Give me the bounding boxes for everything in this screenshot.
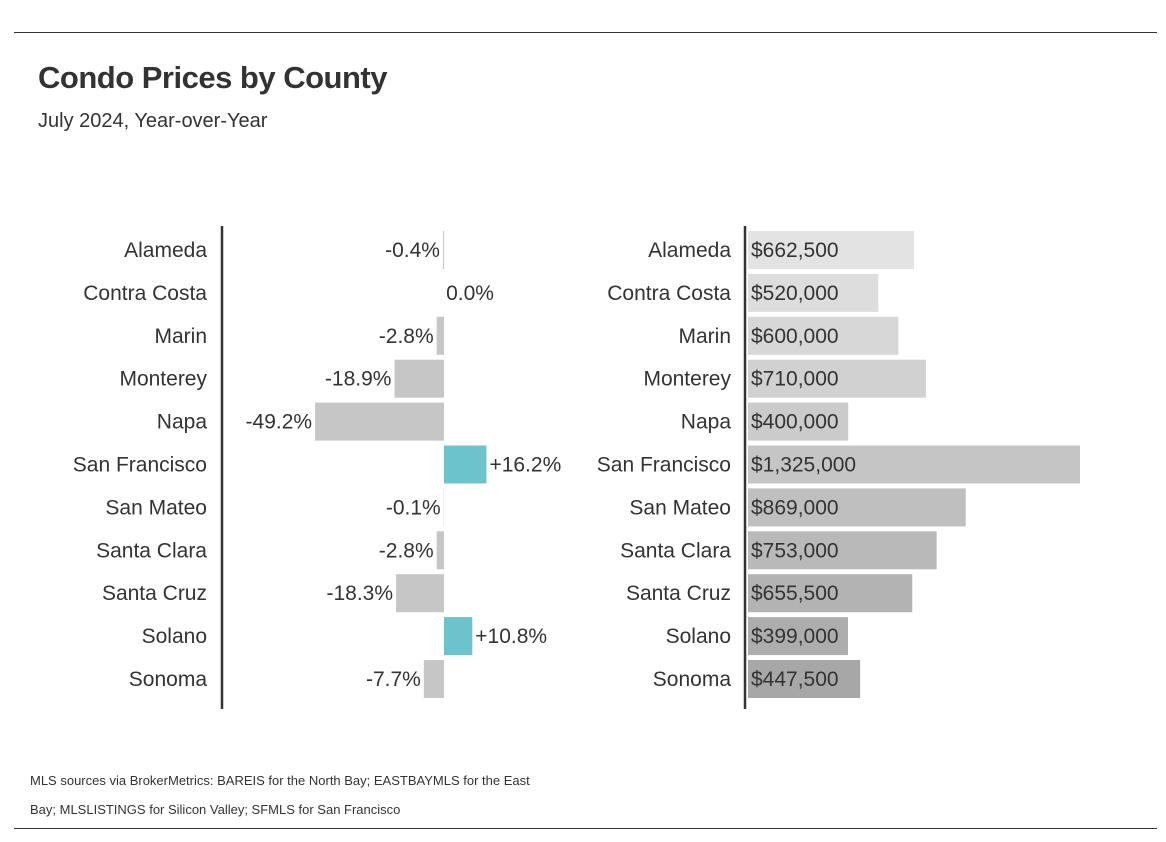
yoy-bar: [442, 231, 444, 269]
yoy-category-label: Santa Cruz: [102, 582, 207, 605]
price-category-label: San Francisco: [597, 454, 731, 477]
price-category-label: Sonoma: [653, 668, 732, 691]
yoy-bar: [436, 531, 444, 570]
yoy-value-label: +10.8%: [475, 625, 547, 648]
source-note-line-2: Bay; MLSLISTINGS for Silicon Valley; SFM…: [30, 802, 401, 817]
price-value-label: $447,500: [751, 668, 839, 691]
price-category-label: Solano: [666, 625, 731, 648]
price-value-label: $600,000: [751, 325, 839, 348]
bottom-rule: [14, 828, 1157, 829]
price-value-label: $399,000: [751, 625, 839, 648]
price-value-label: $655,500: [751, 582, 839, 605]
yoy-value-label: -0.1%: [386, 496, 441, 519]
yoy-value-label: -18.9%: [325, 368, 392, 391]
yoy-value-label: -0.4%: [385, 239, 440, 262]
yoy-category-label: San Mateo: [105, 496, 207, 519]
yoy-category-label: Napa: [157, 411, 208, 434]
yoy-category-label: Monterey: [119, 368, 207, 391]
price-category-label: Santa Clara: [620, 539, 731, 562]
yoy-value-label: -18.3%: [327, 582, 394, 605]
price-category-label: Santa Cruz: [626, 582, 731, 605]
yoy-category-label: San Francisco: [73, 454, 207, 477]
yoy-bar: [423, 660, 444, 698]
price-bar: [748, 574, 913, 613]
price-bar: [748, 273, 879, 312]
price-bar: [748, 445, 1080, 484]
yoy-category-label: Contra Costa: [83, 282, 207, 305]
price-bar: [748, 316, 899, 355]
price-bar: [748, 402, 849, 441]
price-value-label: $1,325,000: [751, 454, 856, 477]
price-value-label: $869,000: [751, 496, 839, 519]
top-rule: [14, 32, 1157, 33]
price-value-label: $520,000: [751, 282, 839, 305]
price-value-label: $400,000: [751, 411, 839, 434]
yoy-category-label: Santa Clara: [96, 539, 207, 562]
source-note-line-1: MLS sources via BrokerMetrics: BAREIS fo…: [30, 773, 530, 788]
price-bar: [748, 617, 848, 656]
chart-subtitle: July 2024, Year-over-Year: [38, 110, 268, 132]
yoy-value-label: -49.2%: [246, 411, 313, 434]
price-bar: [748, 531, 937, 570]
median-price-chart: Alameda $662,500 Contra Costa $520,000 Marin…: [597, 226, 1080, 709]
yoy-bar: [444, 617, 473, 656]
price-category-label: Alameda: [648, 239, 731, 262]
chart-title: Condo Prices by County: [38, 60, 387, 95]
price-bar: [748, 660, 861, 698]
price-category-label: Monterey: [643, 368, 731, 391]
yoy-value-label: -2.8%: [379, 539, 434, 562]
price-value-label: $753,000: [751, 539, 839, 562]
price-category-label: Napa: [681, 411, 732, 434]
yoy-bar: [396, 574, 444, 613]
yoy-value-label: 0.0%: [446, 282, 494, 305]
yoy-bar: [436, 316, 444, 355]
yoy-category-label: Alameda: [124, 239, 207, 262]
price-bar: [748, 359, 926, 398]
yoy-value-label: +16.2%: [489, 454, 561, 477]
yoy-category-label: Marin: [154, 325, 207, 348]
yoy-value-label: -7.7%: [366, 668, 421, 691]
yoy-bar: [394, 359, 444, 398]
yoy-category-label: Solano: [142, 625, 207, 648]
price-value-label: $662,500: [751, 239, 839, 262]
yoy-category-label: Sonoma: [129, 668, 208, 691]
yoy-value-label: -2.8%: [379, 325, 434, 348]
price-category-label: Marin: [678, 325, 731, 348]
yoy-change-chart: Alameda -0.4% Contra Costa 0.0% Marin -2.8% Mo…: [73, 226, 561, 709]
price-category-label: San Mateo: [629, 496, 731, 519]
price-value-label: $710,000: [751, 368, 839, 391]
price-bar: [748, 488, 966, 527]
price-category-label: Contra Costa: [607, 282, 731, 305]
price-bar: [748, 231, 914, 269]
yoy-bar: [315, 402, 444, 441]
yoy-bar: [444, 445, 487, 484]
